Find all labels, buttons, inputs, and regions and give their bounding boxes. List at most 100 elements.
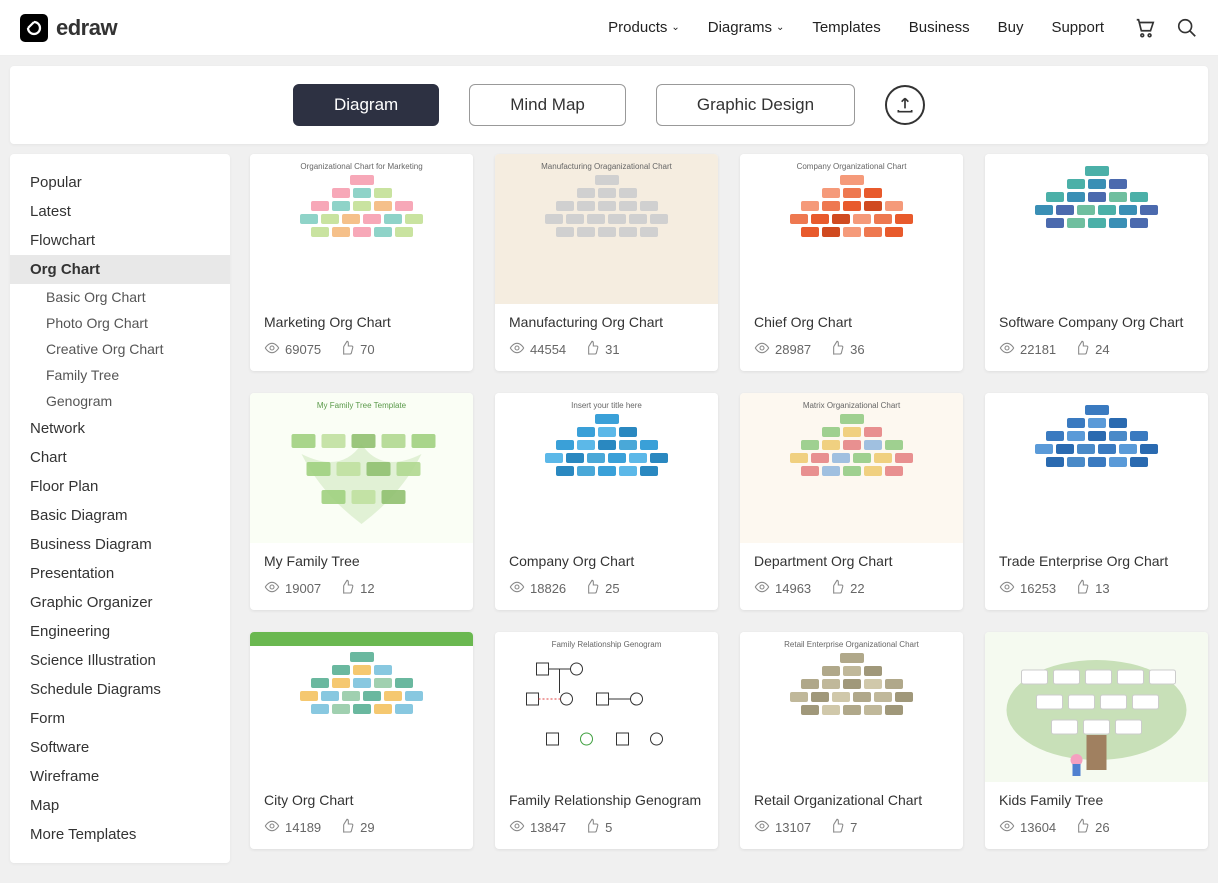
category-tabs: Diagram Mind Map Graphic Design (10, 66, 1208, 144)
template-stats: 44554 31 (509, 340, 704, 359)
tab-mind-map[interactable]: Mind Map (469, 84, 626, 126)
sidebar-sub-basic-org-chart[interactable]: Basic Org Chart (10, 284, 230, 310)
template-thumbnail: Insert your title here (495, 393, 718, 543)
likes-count: 5 (605, 820, 612, 835)
sidebar-item-business-diagram[interactable]: Business Diagram (10, 530, 230, 559)
likes-count: 70 (360, 342, 374, 357)
template-title: Kids Family Tree (999, 792, 1194, 808)
sidebar-item-flowchart[interactable]: Flowchart (10, 226, 230, 255)
card-body: Trade Enterprise Org Chart 16253 13 (985, 543, 1208, 610)
nav-buy[interactable]: Buy (998, 19, 1024, 36)
sidebar-sub-genogram[interactable]: Genogram (10, 388, 230, 414)
views-count: 69075 (285, 342, 321, 357)
like-icon (339, 818, 355, 837)
views-count: 22181 (1020, 342, 1056, 357)
card-body: Software Company Org Chart 22181 24 (985, 304, 1208, 371)
likes-stat: 31 (584, 340, 619, 359)
sidebar-item-org-chart[interactable]: Org Chart (10, 255, 230, 284)
template-stats: 16253 13 (999, 579, 1194, 598)
nav-support[interactable]: Support (1051, 19, 1104, 36)
template-card[interactable]: Retail Enterprise Organizational Chart R… (740, 632, 963, 849)
views-count: 14189 (285, 820, 321, 835)
sidebar-item-popular[interactable]: Popular (10, 168, 230, 197)
template-thumbnail (250, 632, 473, 782)
sidebar-item-more-templates[interactable]: More Templates (10, 820, 230, 849)
like-icon (584, 340, 600, 359)
likes-stat: 12 (339, 579, 374, 598)
sidebar-item-network[interactable]: Network (10, 414, 230, 443)
template-card[interactable]: Software Company Org Chart 22181 24 (985, 154, 1208, 371)
likes-stat: 7 (829, 818, 857, 837)
template-card[interactable]: Trade Enterprise Org Chart 16253 13 (985, 393, 1208, 610)
likes-stat: 22 (829, 579, 864, 598)
sidebar-item-latest[interactable]: Latest (10, 197, 230, 226)
sidebar-item-schedule-diagrams[interactable]: Schedule Diagrams (10, 675, 230, 704)
header-actions (1134, 17, 1198, 39)
cart-icon[interactable] (1134, 17, 1156, 39)
nav-templates[interactable]: Templates (812, 19, 880, 36)
sidebar-item-chart[interactable]: Chart (10, 443, 230, 472)
views-count: 18826 (530, 581, 566, 596)
top-nav: Products⌄ Diagrams⌄ Templates Business Buy Su… (608, 19, 1104, 36)
views-stat: 19007 (264, 579, 321, 598)
template-card[interactable]: Organizational Chart for Marketing Marke… (250, 154, 473, 371)
template-title: Software Company Org Chart (999, 314, 1194, 330)
like-icon (1074, 340, 1090, 359)
upload-button[interactable] (885, 85, 925, 125)
template-card[interactable]: Insert your title here Company Org Chart… (495, 393, 718, 610)
eye-icon (509, 340, 525, 359)
template-card[interactable]: Kids Family Tree 13604 26 (985, 632, 1208, 849)
search-icon[interactable] (1176, 17, 1198, 39)
template-thumbnail (985, 154, 1208, 304)
sidebar-item-presentation[interactable]: Presentation (10, 559, 230, 588)
logo[interactable]: edraw (20, 14, 117, 42)
nav-business[interactable]: Business (909, 19, 970, 36)
like-icon (829, 579, 845, 598)
like-icon (1074, 818, 1090, 837)
chevron-down-icon: ⌄ (776, 22, 784, 33)
nav-diagrams[interactable]: Diagrams⌄ (708, 19, 785, 36)
template-stats: 22181 24 (999, 340, 1194, 359)
views-stat: 69075 (264, 340, 321, 359)
template-card[interactable]: Company Organizational Chart Chief Org C… (740, 154, 963, 371)
template-stats: 13847 5 (509, 818, 704, 837)
views-stat: 16253 (999, 579, 1056, 598)
sidebar-item-basic-diagram[interactable]: Basic Diagram (10, 501, 230, 530)
template-thumbnail: Family Relationship Genogram (495, 632, 718, 782)
template-card[interactable]: Manufacturing Oraganizational Chart Manu… (495, 154, 718, 371)
template-thumbnail (985, 632, 1208, 782)
sidebar-item-wireframe[interactable]: Wireframe (10, 762, 230, 791)
template-card[interactable]: Family Relationship Genogram Family Rela… (495, 632, 718, 849)
sidebar-item-software[interactable]: Software (10, 733, 230, 762)
sidebar-sub-family-tree[interactable]: Family Tree (10, 362, 230, 388)
views-count: 19007 (285, 581, 321, 596)
template-title: City Org Chart (264, 792, 459, 808)
template-card[interactable]: Matrix Organizational Chart Department O… (740, 393, 963, 610)
sidebar-item-floor-plan[interactable]: Floor Plan (10, 472, 230, 501)
template-title: Company Org Chart (509, 553, 704, 569)
sidebar-sub-photo-org-chart[interactable]: Photo Org Chart (10, 310, 230, 336)
likes-count: 13 (1095, 581, 1109, 596)
sidebar-sub-creative-org-chart[interactable]: Creative Org Chart (10, 336, 230, 362)
card-body: Retail Organizational Chart 13107 7 (740, 782, 963, 849)
likes-count: 7 (850, 820, 857, 835)
eye-icon (754, 579, 770, 598)
sidebar-item-map[interactable]: Map (10, 791, 230, 820)
tab-graphic-design[interactable]: Graphic Design (656, 84, 855, 126)
card-body: Manufacturing Org Chart 44554 31 (495, 304, 718, 371)
sidebar-item-graphic-organizer[interactable]: Graphic Organizer (10, 588, 230, 617)
sidebar-item-science-illustration[interactable]: Science Illustration (10, 646, 230, 675)
template-thumbnail (985, 393, 1208, 543)
tab-diagram[interactable]: Diagram (293, 84, 439, 126)
views-count: 13604 (1020, 820, 1056, 835)
template-thumbnail: My Family Tree Template (250, 393, 473, 543)
nav-products[interactable]: Products⌄ (608, 19, 680, 36)
sidebar: PopularLatestFlowchartOrg ChartBasic Org… (10, 154, 230, 863)
template-stats: 18826 25 (509, 579, 704, 598)
sidebar-item-form[interactable]: Form (10, 704, 230, 733)
template-card[interactable]: My Family Tree Template My Family Tree 1… (250, 393, 473, 610)
logo-icon (20, 14, 48, 42)
sidebar-item-engineering[interactable]: Engineering (10, 617, 230, 646)
template-card[interactable]: City Org Chart 14189 29 (250, 632, 473, 849)
eye-icon (999, 818, 1015, 837)
